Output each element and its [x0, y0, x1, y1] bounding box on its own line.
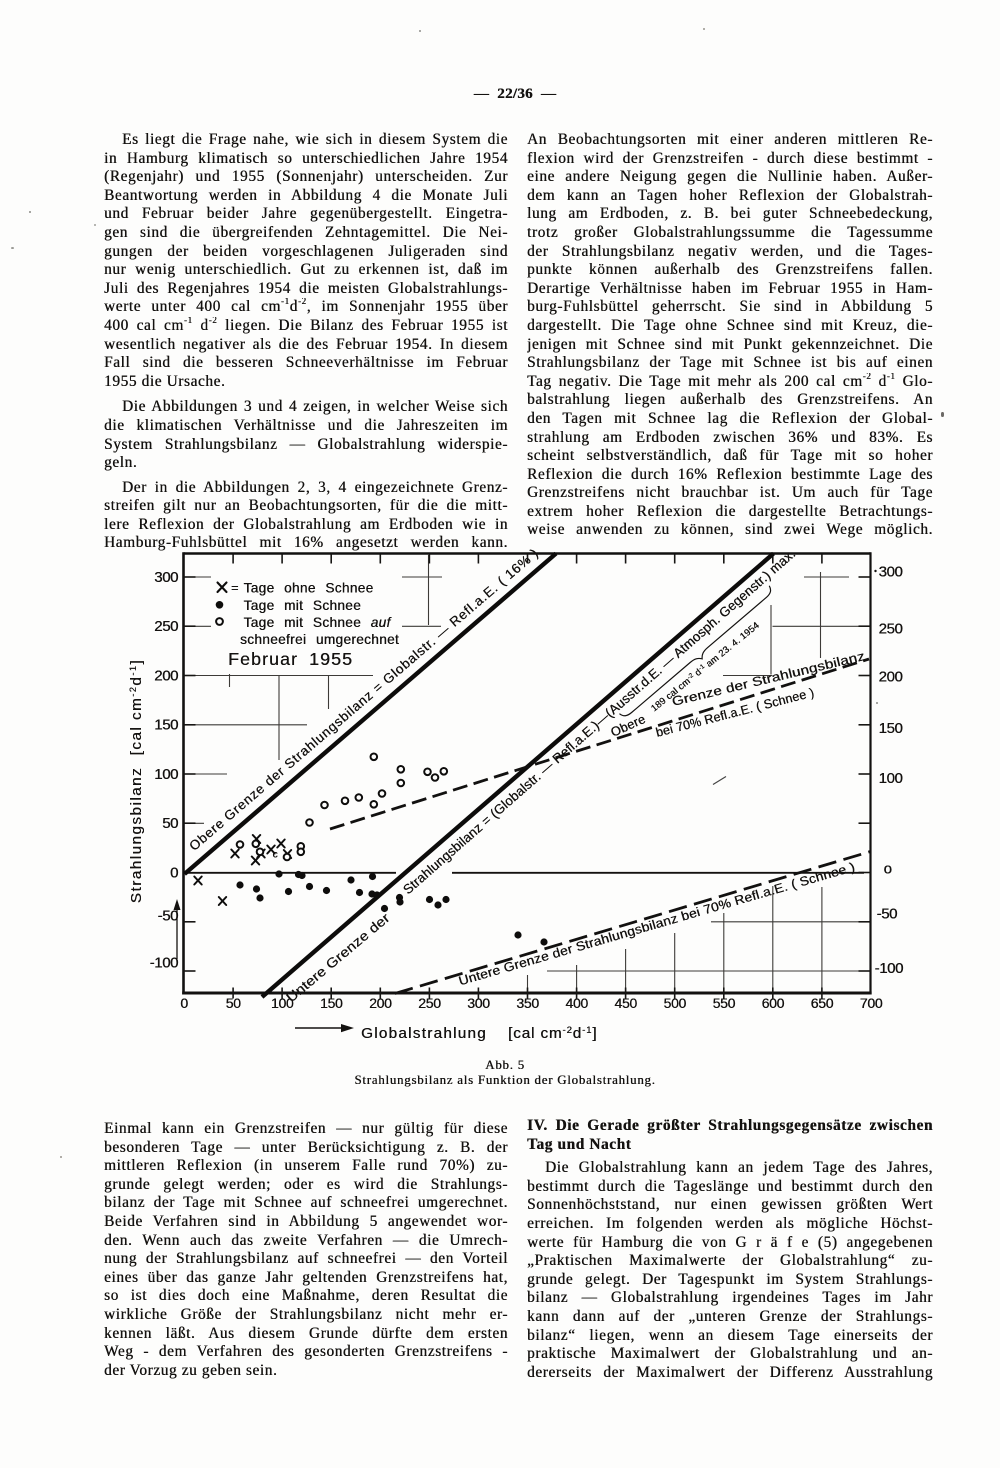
svg-text:650: 650: [811, 995, 834, 1011]
svg-text:Strahlungsbilanz [cal cm-2d-1: Strahlungsbilanz [cal cm-2d-1]: [128, 659, 145, 903]
svg-text:550: 550: [713, 995, 736, 1011]
svg-text:250: 250: [418, 995, 441, 1011]
svg-text:450: 450: [614, 995, 637, 1011]
svg-text:250: 250: [879, 621, 903, 638]
svg-text:300: 300: [154, 569, 178, 586]
svg-text:200: 200: [369, 995, 392, 1011]
svg-text:100: 100: [879, 770, 903, 787]
svg-text:Tage mit Schnee: Tage mit Schnee: [244, 598, 362, 613]
svg-text:=: =: [231, 581, 238, 595]
svg-text:-50: -50: [877, 906, 898, 923]
svg-text:Tage ohne Schnee: Tage ohne Schnee: [244, 581, 374, 596]
svg-text:schneefrei umgerechnet: schneefrei umgerechnet: [240, 632, 399, 647]
svg-text:Strahlungsbilanz = (Globalstr.: Strahlungsbilanz = (Globalstr. — Refl.a.…: [400, 546, 798, 897]
svg-text:100: 100: [154, 766, 178, 783]
svg-text:-100: -100: [150, 955, 178, 972]
svg-text:Abb. 5: Abb. 5: [485, 1058, 525, 1072]
svg-text:150: 150: [154, 717, 178, 734]
svg-text:50: 50: [226, 995, 241, 1011]
svg-text:Untere Grenze der Strahlungsbi: Untere Grenze der Strahlungsbilanz bei 7…: [457, 859, 857, 988]
svg-text:150: 150: [320, 995, 343, 1011]
svg-text:300: 300: [467, 995, 490, 1011]
svg-text:Tage mit Schnee auf: Tage mit Schnee auf: [244, 615, 392, 630]
svg-text:Globalstrahlung: Globalstrahlung: [361, 1025, 487, 1042]
svg-text:400: 400: [565, 995, 588, 1011]
svg-text:200: 200: [879, 669, 903, 686]
svg-text:150: 150: [879, 720, 903, 737]
svg-text:0: 0: [170, 864, 178, 881]
svg-text:[cal cm-2d-1]: [cal cm-2d-1]: [508, 1025, 597, 1042]
svg-text:o: o: [884, 860, 892, 877]
svg-text:-100: -100: [875, 960, 903, 977]
svg-text:-50: -50: [158, 907, 179, 924]
svg-text:50: 50: [162, 815, 178, 832]
svg-text:350: 350: [516, 995, 539, 1011]
svg-text:c: c: [273, 850, 278, 861]
svg-text:700: 700: [860, 995, 883, 1011]
svg-text:100: 100: [271, 995, 294, 1011]
svg-text:250: 250: [154, 618, 178, 635]
svg-text:200: 200: [154, 667, 178, 684]
svg-text:300: 300: [879, 563, 903, 580]
svg-text:0: 0: [180, 995, 188, 1011]
svg-text:600: 600: [762, 995, 785, 1011]
svg-text:Februar 1955: Februar 1955: [228, 649, 353, 669]
svg-text:500: 500: [663, 995, 686, 1011]
svg-text:Untere Grenze der: Untere Grenze der: [283, 910, 393, 1005]
svg-text:Strahlungsbilanz als Funktion: Strahlungsbilanz als Funktion der Global…: [354, 1073, 655, 1087]
